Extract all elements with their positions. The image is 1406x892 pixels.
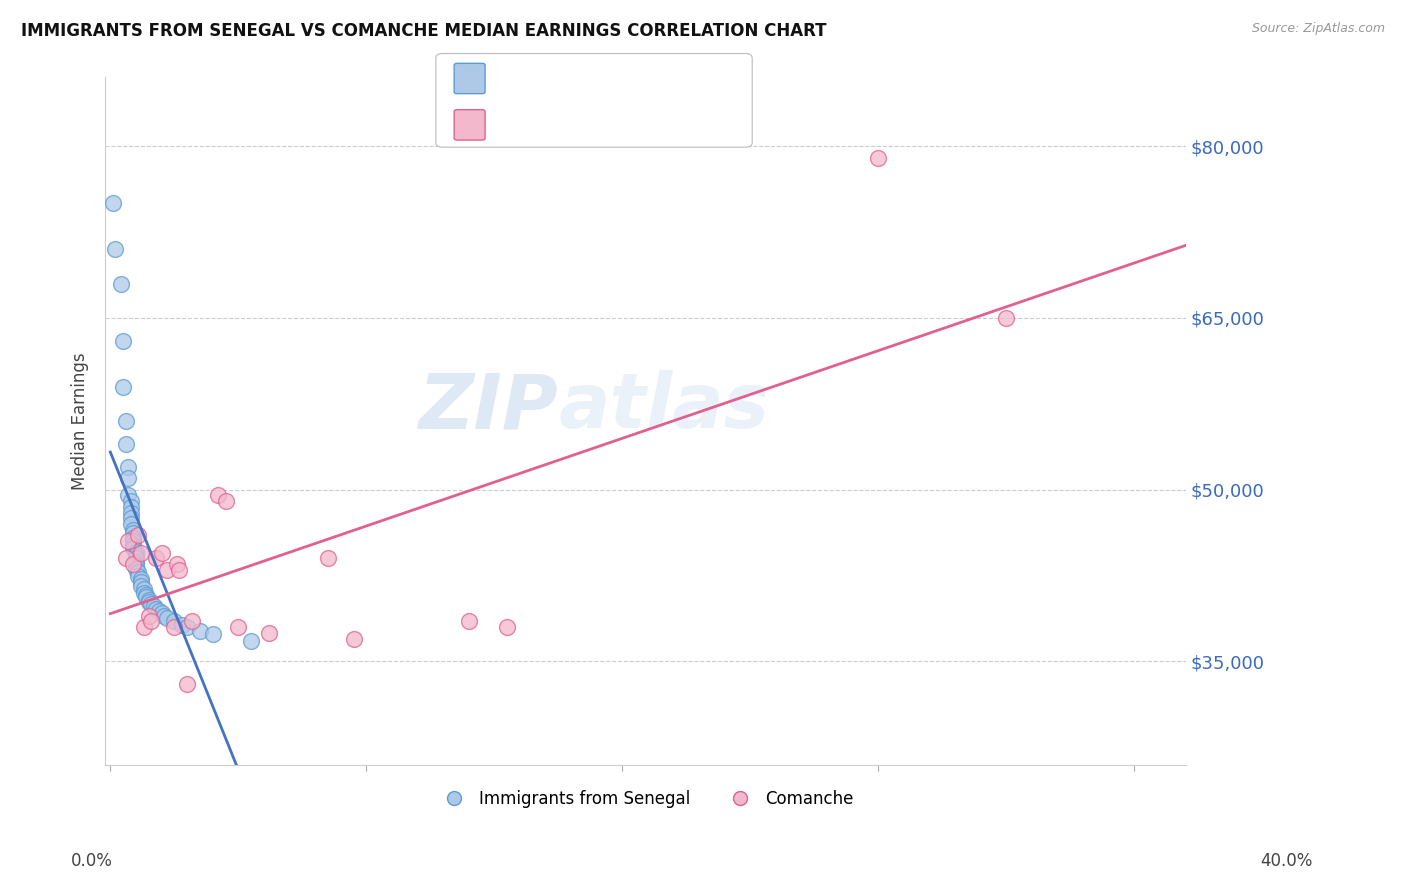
Point [868,151,890,165]
Text: 0.562: 0.562 [538,116,589,134]
Point [117,488,139,502]
Point [141,597,163,611]
Text: ZIP: ZIP [419,370,560,444]
Point [125,562,148,576]
Point [145,601,167,615]
Text: IMMIGRANTS FROM SENEGAL VS COMANCHE MEDIAN EARNINGS CORRELATION CHART: IMMIGRANTS FROM SENEGAL VS COMANCHE MEDI… [21,22,827,40]
Point [129,575,152,590]
Point [169,563,191,577]
Point [207,488,229,502]
Point [114,437,136,451]
Text: 51: 51 [648,70,668,87]
Point [122,531,145,545]
Point [176,677,198,691]
Point [125,558,148,573]
Point [129,579,152,593]
Point [128,568,150,582]
Y-axis label: Median Earnings: Median Earnings [72,352,89,490]
Point [104,242,127,256]
Point [138,592,160,607]
Point [214,494,236,508]
Point [112,379,135,393]
Point [181,615,204,629]
Point [228,620,250,634]
Point [496,620,519,634]
Point [132,586,155,600]
Point [132,582,155,597]
Point [176,620,198,634]
Point [110,277,132,291]
Point [156,611,179,625]
Text: R =: R = [496,70,536,87]
Point [170,617,193,632]
Point [114,551,136,566]
Point [114,414,136,428]
Point [135,591,157,605]
Point [995,310,1018,325]
Text: -0.239: -0.239 [538,70,599,87]
Point [257,625,280,640]
Point [120,506,142,520]
Point [112,334,135,348]
Text: 0.0%: 0.0% [70,852,112,870]
Point [125,555,148,569]
Point [125,544,148,558]
Point [150,607,173,621]
Text: 28: 28 [648,116,668,134]
Point [122,523,145,537]
Point [129,572,152,586]
Legend: Immigrants from Senegal, Comanche: Immigrants from Senegal, Comanche [430,783,860,814]
Point [125,551,148,566]
Point [141,615,163,629]
Point [163,615,186,629]
Point [142,599,165,614]
Point [117,471,139,485]
Text: 40.0%: 40.0% [1260,852,1313,870]
Point [117,534,139,549]
Text: atlas: atlas [560,370,770,444]
Text: R =: R = [496,116,547,134]
Point [101,196,124,211]
Text: N =: N = [592,116,662,134]
Point [342,632,364,646]
Point [153,608,176,623]
Point [122,538,145,552]
Point [129,546,152,560]
Point [122,541,145,555]
Point [128,528,150,542]
Point [120,516,142,531]
Point [145,551,167,566]
Point [240,633,263,648]
Point [201,627,224,641]
Point [163,620,186,634]
Point [117,459,139,474]
Point [122,557,145,571]
Point [125,548,148,562]
Point [120,511,142,525]
Point [156,563,179,577]
Point [188,624,211,638]
Point [128,565,150,579]
Point [138,608,160,623]
Text: Source: ZipAtlas.com: Source: ZipAtlas.com [1251,22,1385,36]
Point [148,604,170,618]
Text: N =: N = [592,70,662,87]
Point [138,595,160,609]
Point [135,588,157,602]
Point [120,494,142,508]
Point [166,557,188,571]
Point [316,551,339,566]
Point [132,620,155,634]
Point [457,615,479,629]
Point [122,534,145,549]
Point [150,546,173,560]
Point [122,526,145,541]
Point [120,500,142,514]
